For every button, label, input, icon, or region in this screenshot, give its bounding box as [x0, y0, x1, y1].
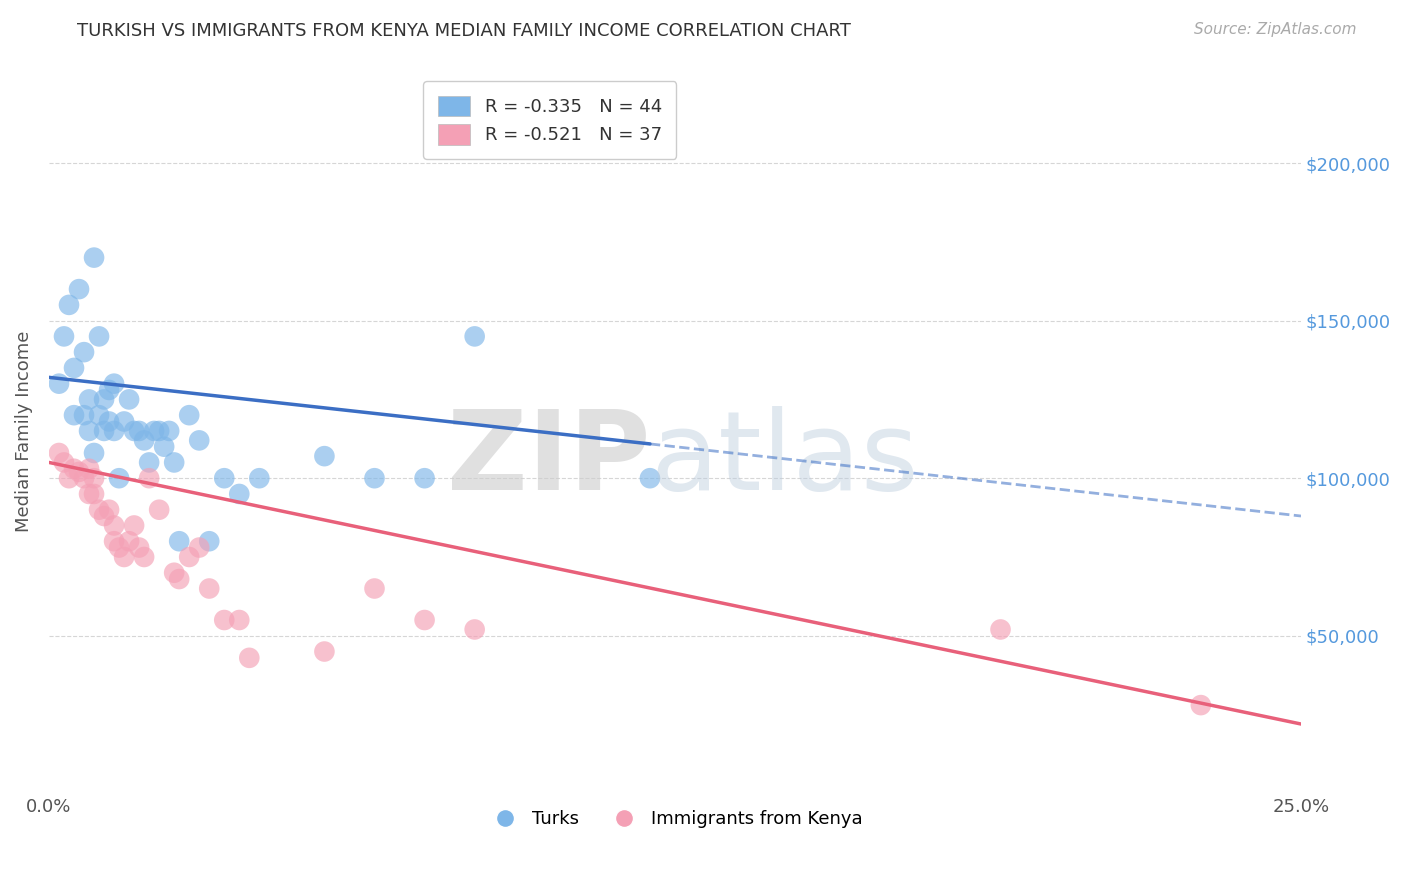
- Text: Source: ZipAtlas.com: Source: ZipAtlas.com: [1194, 22, 1357, 37]
- Point: [464, 329, 486, 343]
- Point: [48, 376, 70, 391]
- Point: [228, 487, 250, 501]
- Point: [363, 582, 385, 596]
- Point: [98, 502, 121, 516]
- Point: [179, 408, 201, 422]
- Text: atlas: atlas: [650, 407, 918, 514]
- Point: [134, 434, 156, 448]
- Point: [118, 534, 141, 549]
- Point: [188, 434, 211, 448]
- Point: [58, 471, 80, 485]
- Y-axis label: Median Family Income: Median Family Income: [15, 330, 32, 532]
- Point: [153, 440, 176, 454]
- Point: [413, 471, 436, 485]
- Point: [138, 471, 160, 485]
- Point: [103, 424, 125, 438]
- Point: [188, 541, 211, 555]
- Point: [148, 502, 170, 516]
- Point: [238, 650, 260, 665]
- Point: [98, 415, 121, 429]
- Point: [53, 329, 76, 343]
- Point: [128, 541, 150, 555]
- Point: [990, 623, 1012, 637]
- Point: [53, 455, 76, 469]
- Point: [163, 566, 186, 580]
- Legend: Turks, Immigrants from Kenya: Turks, Immigrants from Kenya: [479, 803, 870, 835]
- Point: [87, 329, 110, 343]
- Point: [67, 465, 90, 479]
- Point: [103, 376, 125, 391]
- Point: [93, 392, 115, 407]
- Point: [77, 392, 100, 407]
- Point: [148, 424, 170, 438]
- Point: [167, 534, 190, 549]
- Point: [167, 572, 190, 586]
- Point: [163, 455, 186, 469]
- Point: [198, 534, 221, 549]
- Text: ZIP: ZIP: [447, 407, 650, 514]
- Point: [1189, 698, 1212, 712]
- Point: [103, 518, 125, 533]
- Point: [363, 471, 385, 485]
- Point: [108, 541, 131, 555]
- Point: [83, 471, 105, 485]
- Point: [112, 549, 135, 564]
- Point: [93, 424, 115, 438]
- Point: [83, 487, 105, 501]
- Point: [63, 360, 86, 375]
- Point: [143, 424, 166, 438]
- Point: [198, 582, 221, 596]
- Point: [157, 424, 180, 438]
- Point: [67, 282, 90, 296]
- Point: [83, 251, 105, 265]
- Point: [63, 408, 86, 422]
- Point: [73, 471, 96, 485]
- Point: [87, 408, 110, 422]
- Point: [247, 471, 270, 485]
- Point: [122, 424, 145, 438]
- Point: [118, 392, 141, 407]
- Point: [73, 345, 96, 359]
- Text: TURKISH VS IMMIGRANTS FROM KENYA MEDIAN FAMILY INCOME CORRELATION CHART: TURKISH VS IMMIGRANTS FROM KENYA MEDIAN …: [77, 22, 851, 40]
- Point: [214, 613, 236, 627]
- Point: [122, 518, 145, 533]
- Point: [87, 502, 110, 516]
- Point: [228, 613, 250, 627]
- Point: [413, 613, 436, 627]
- Point: [77, 462, 100, 476]
- Point: [128, 424, 150, 438]
- Point: [314, 449, 336, 463]
- Point: [63, 462, 86, 476]
- Point: [138, 455, 160, 469]
- Point: [103, 534, 125, 549]
- Point: [98, 383, 121, 397]
- Point: [112, 415, 135, 429]
- Point: [73, 408, 96, 422]
- Point: [134, 549, 156, 564]
- Point: [214, 471, 236, 485]
- Point: [179, 549, 201, 564]
- Point: [93, 509, 115, 524]
- Point: [638, 471, 661, 485]
- Point: [108, 471, 131, 485]
- Point: [83, 446, 105, 460]
- Point: [58, 298, 80, 312]
- Point: [48, 446, 70, 460]
- Point: [314, 644, 336, 658]
- Point: [464, 623, 486, 637]
- Point: [77, 424, 100, 438]
- Point: [77, 487, 100, 501]
